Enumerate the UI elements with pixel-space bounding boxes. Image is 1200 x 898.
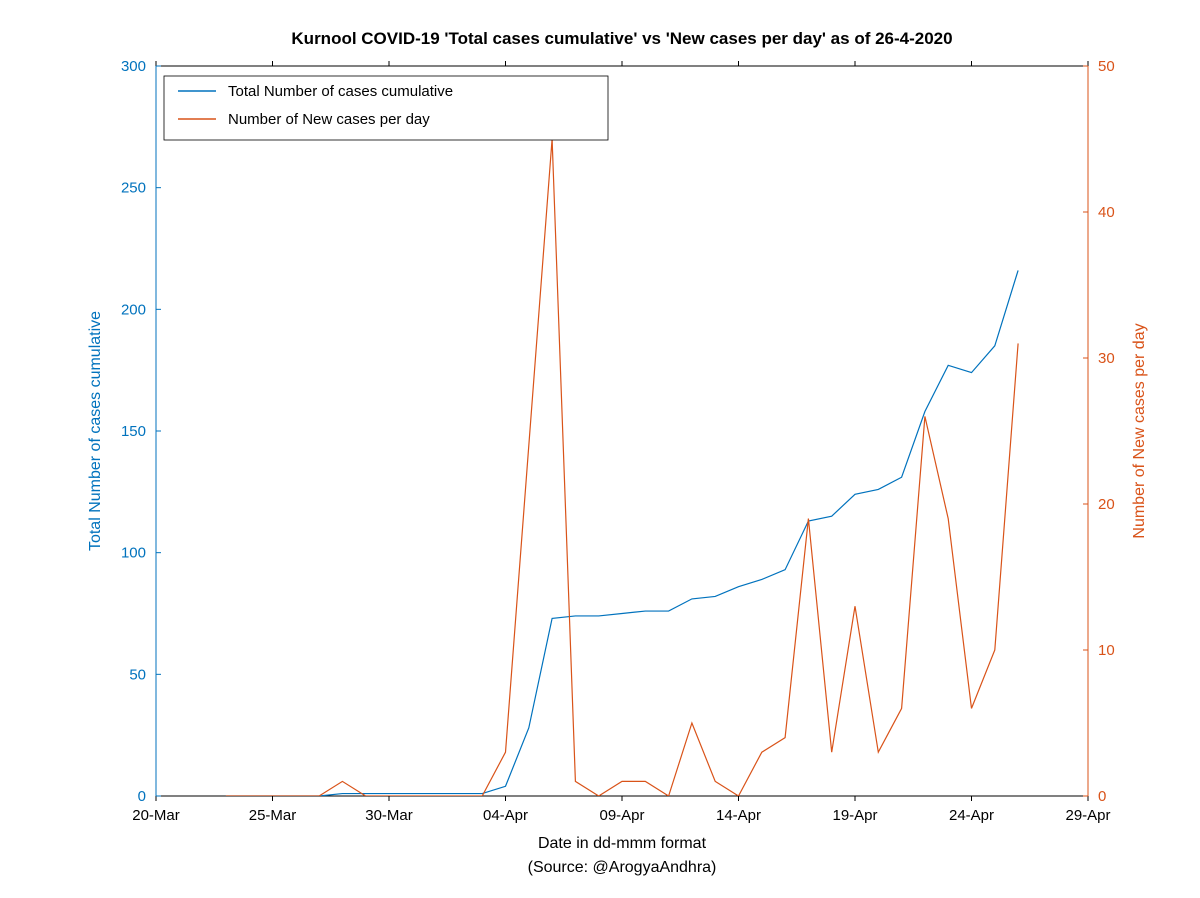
series-line-0 — [226, 270, 1018, 796]
x-tick-label: 09-Apr — [599, 807, 644, 824]
x-tick-label: 24-Apr — [949, 807, 994, 824]
y-right-tick-label: 50 — [1098, 58, 1115, 75]
legend-label: Number of New cases per day — [228, 111, 430, 128]
y-right-tick-label: 10 — [1098, 642, 1115, 659]
x-tick-label: 29-Apr — [1065, 807, 1110, 824]
x-tick-label: 14-Apr — [716, 807, 761, 824]
y-left-tick-label: 250 — [121, 180, 146, 197]
chart-container: 20-Mar 25-Mar 30-Mar 04-Apr 09-Apr 14-Apr 19-A… — [0, 0, 1200, 898]
y-left-tick-label: 0 — [138, 788, 146, 805]
y-right-tick-label: 20 — [1098, 496, 1115, 513]
y-right-tick-label: 0 — [1098, 788, 1106, 805]
y-left-tick-label: 150 — [121, 423, 146, 440]
chart-svg: 20-Mar 25-Mar 30-Mar 04-Apr 09-Apr 14-Apr 19-A… — [0, 0, 1200, 898]
y-left-axis-label: Total Number of cases cumulative — [87, 311, 104, 551]
y-left-tick-label: 100 — [121, 545, 146, 562]
x-tick-label: 25-Mar — [249, 807, 297, 824]
y-right-axis-label: Number of New cases per day — [1131, 323, 1148, 538]
x-tick-label: 20-Mar — [132, 807, 180, 824]
chart-title: Kurnool COVID-19 'Total cases cumulative… — [291, 29, 952, 48]
y-right-tick-label: 30 — [1098, 350, 1115, 367]
x-tick-label: 04-Apr — [483, 807, 528, 824]
x-tick-label: 19-Apr — [832, 807, 877, 824]
y-left-tick-label: 50 — [129, 666, 146, 683]
y-right-tick-label: 40 — [1098, 204, 1115, 221]
series-line-1 — [226, 139, 1018, 796]
x-axis-label: Date in dd-mmm format — [538, 835, 707, 852]
x-axis-sublabel: (Source: @ArogyaAndhra) — [528, 859, 717, 876]
y-left-tick-label: 200 — [121, 301, 146, 318]
plot-box — [156, 66, 1088, 796]
x-tick-label: 30-Mar — [365, 807, 413, 824]
y-left-tick-label: 300 — [121, 58, 146, 75]
legend-label: Total Number of cases cumulative — [228, 83, 453, 100]
